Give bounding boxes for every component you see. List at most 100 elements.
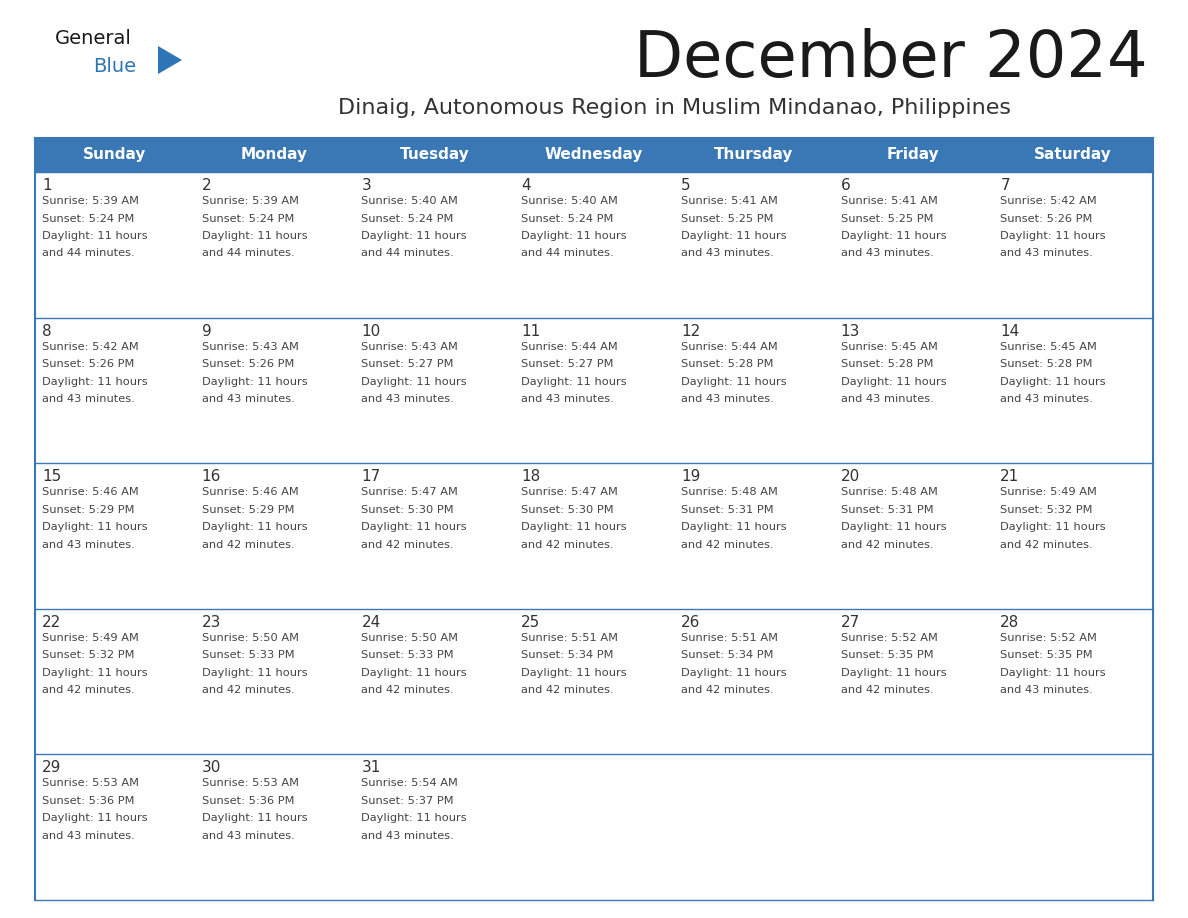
Text: and 43 minutes.: and 43 minutes. [681,249,773,259]
Text: Sunrise: 5:47 AM: Sunrise: 5:47 AM [361,487,459,498]
Text: Sunset: 5:37 PM: Sunset: 5:37 PM [361,796,454,806]
Text: Sunset: 5:36 PM: Sunset: 5:36 PM [42,796,134,806]
Text: Sunrise: 5:49 AM: Sunrise: 5:49 AM [42,633,139,643]
Text: Daylight: 11 hours: Daylight: 11 hours [202,376,308,386]
Text: Sunrise: 5:45 AM: Sunrise: 5:45 AM [1000,341,1098,352]
Text: Sunrise: 5:41 AM: Sunrise: 5:41 AM [681,196,778,206]
Text: Friday: Friday [887,148,940,162]
Text: Sunset: 5:28 PM: Sunset: 5:28 PM [681,359,773,369]
Text: and 44 minutes.: and 44 minutes. [202,249,295,259]
Bar [195,609,354,755]
Text: 19: 19 [681,469,700,484]
Bar [34,755,195,900]
Text: 11: 11 [522,324,541,339]
Bar [993,464,1154,609]
Text: Sunrise: 5:40 AM: Sunrise: 5:40 AM [522,196,618,206]
Bar [674,609,834,755]
Text: Sunday: Sunday [83,148,146,162]
Bar [354,755,514,900]
Text: and 42 minutes.: and 42 minutes. [681,686,773,695]
Text: Sunset: 5:26 PM: Sunset: 5:26 PM [1000,214,1093,223]
Bar [993,609,1154,755]
Text: Sunset: 5:24 PM: Sunset: 5:24 PM [361,214,454,223]
Text: Sunrise: 5:51 AM: Sunrise: 5:51 AM [681,633,778,643]
Bar [993,318,1154,464]
Text: 1: 1 [42,178,51,193]
Text: Sunset: 5:35 PM: Sunset: 5:35 PM [1000,650,1093,660]
Text: Wednesday: Wednesday [545,148,643,162]
Text: Sunset: 5:31 PM: Sunset: 5:31 PM [681,505,773,515]
Text: Daylight: 11 hours: Daylight: 11 hours [681,522,786,532]
Text: and 42 minutes.: and 42 minutes. [841,540,934,550]
Text: Daylight: 11 hours: Daylight: 11 hours [361,376,467,386]
Text: 15: 15 [42,469,62,484]
Text: Sunrise: 5:51 AM: Sunrise: 5:51 AM [522,633,618,643]
Text: Sunrise: 5:53 AM: Sunrise: 5:53 AM [202,778,298,789]
Text: Sunset: 5:30 PM: Sunset: 5:30 PM [522,505,614,515]
Text: Sunset: 5:28 PM: Sunset: 5:28 PM [1000,359,1093,369]
Bar [354,464,514,609]
Text: 4: 4 [522,178,531,193]
Bar [34,609,195,755]
Text: 27: 27 [841,615,860,630]
Text: 9: 9 [202,324,211,339]
Text: 13: 13 [841,324,860,339]
Bar [514,755,674,900]
Text: and 43 minutes.: and 43 minutes. [42,540,134,550]
Text: 5: 5 [681,178,690,193]
Text: and 43 minutes.: and 43 minutes. [1000,686,1093,695]
Text: 17: 17 [361,469,380,484]
Bar [195,318,354,464]
Text: and 43 minutes.: and 43 minutes. [361,394,454,404]
Text: Sunrise: 5:52 AM: Sunrise: 5:52 AM [1000,633,1098,643]
Bar [514,318,674,464]
Text: and 42 minutes.: and 42 minutes. [361,540,454,550]
Text: Daylight: 11 hours: Daylight: 11 hours [42,231,147,241]
Text: 30: 30 [202,760,221,776]
Text: Daylight: 11 hours: Daylight: 11 hours [841,522,946,532]
Text: and 43 minutes.: and 43 minutes. [1000,249,1093,259]
Text: 2: 2 [202,178,211,193]
Text: Sunrise: 5:53 AM: Sunrise: 5:53 AM [42,778,139,789]
Text: and 42 minutes.: and 42 minutes. [202,540,295,550]
Text: Sunrise: 5:42 AM: Sunrise: 5:42 AM [42,341,139,352]
Bar [674,755,834,900]
Text: 6: 6 [841,178,851,193]
Text: Sunrise: 5:48 AM: Sunrise: 5:48 AM [681,487,778,498]
Text: Sunset: 5:32 PM: Sunset: 5:32 PM [42,650,134,660]
Bar [834,318,993,464]
Text: Sunset: 5:29 PM: Sunset: 5:29 PM [42,505,134,515]
Text: Sunset: 5:24 PM: Sunset: 5:24 PM [202,214,295,223]
Text: General: General [55,29,132,48]
Text: and 44 minutes.: and 44 minutes. [522,249,614,259]
Text: and 43 minutes.: and 43 minutes. [42,394,134,404]
Text: and 43 minutes.: and 43 minutes. [202,394,295,404]
Text: Sunrise: 5:46 AM: Sunrise: 5:46 AM [202,487,298,498]
Bar [34,172,195,318]
Text: Sunrise: 5:44 AM: Sunrise: 5:44 AM [522,341,618,352]
Text: Sunset: 5:26 PM: Sunset: 5:26 PM [42,359,134,369]
Bar [354,318,514,464]
Text: 23: 23 [202,615,221,630]
Text: Daylight: 11 hours: Daylight: 11 hours [681,231,786,241]
Text: and 43 minutes.: and 43 minutes. [361,831,454,841]
Text: Monday: Monday [241,148,308,162]
Text: and 43 minutes.: and 43 minutes. [202,831,295,841]
Text: Daylight: 11 hours: Daylight: 11 hours [202,231,308,241]
Text: Sunset: 5:30 PM: Sunset: 5:30 PM [361,505,454,515]
Text: 22: 22 [42,615,62,630]
Text: Sunrise: 5:50 AM: Sunrise: 5:50 AM [202,633,298,643]
Text: Daylight: 11 hours: Daylight: 11 hours [42,813,147,823]
Text: Sunset: 5:33 PM: Sunset: 5:33 PM [361,650,454,660]
Text: and 43 minutes.: and 43 minutes. [841,249,934,259]
Text: Blue: Blue [93,57,137,76]
Text: Sunset: 5:25 PM: Sunset: 5:25 PM [681,214,773,223]
Text: Daylight: 11 hours: Daylight: 11 hours [522,667,627,677]
Bar [195,464,354,609]
Text: and 44 minutes.: and 44 minutes. [361,249,454,259]
Text: December 2024: December 2024 [634,28,1148,90]
Text: Sunrise: 5:48 AM: Sunrise: 5:48 AM [841,487,937,498]
Text: 8: 8 [42,324,51,339]
Text: 28: 28 [1000,615,1019,630]
Text: Daylight: 11 hours: Daylight: 11 hours [1000,231,1106,241]
